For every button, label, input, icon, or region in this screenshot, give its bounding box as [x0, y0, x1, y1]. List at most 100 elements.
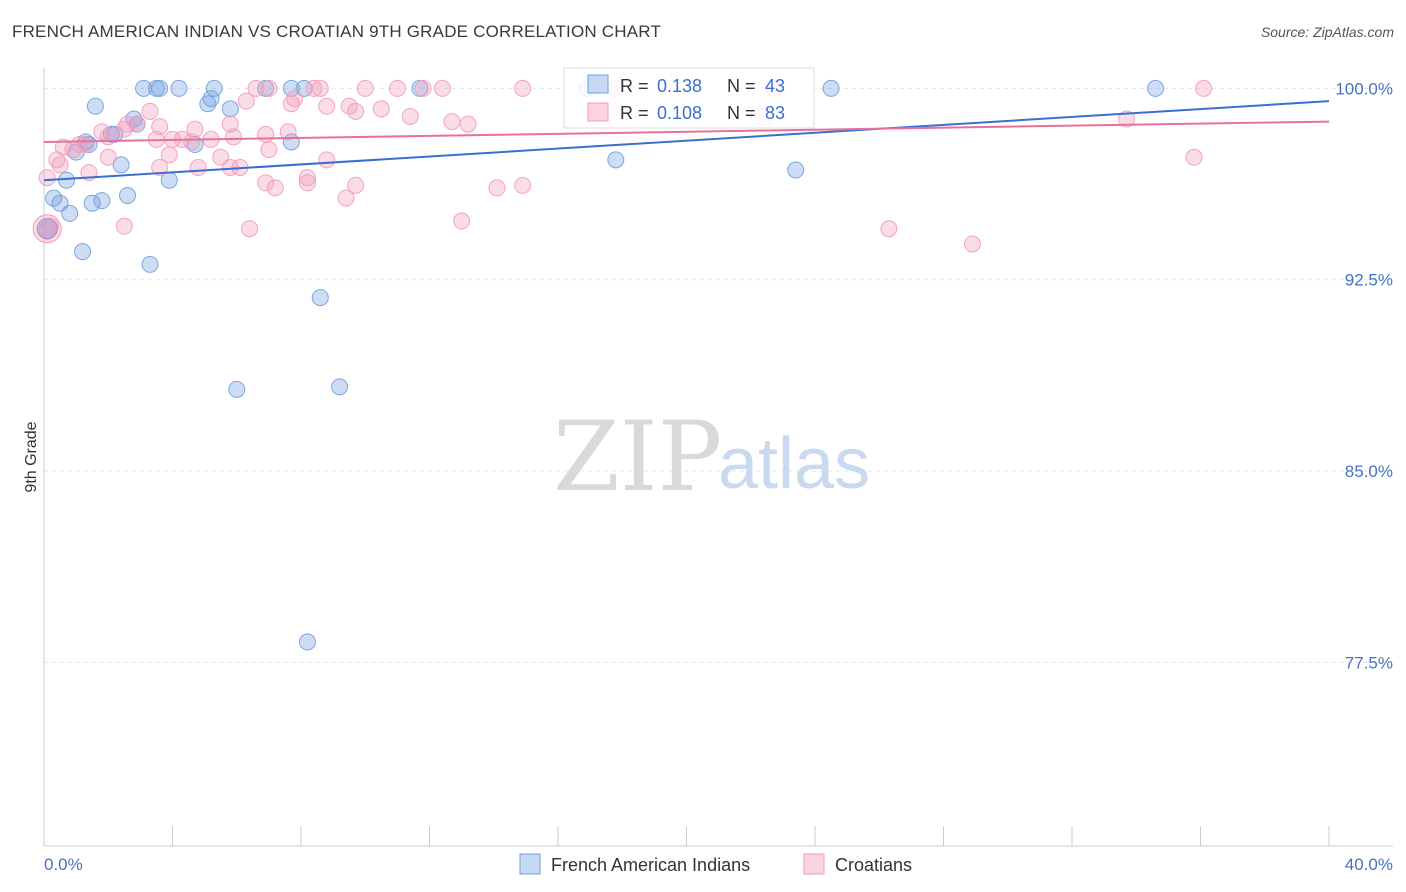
trend-lines — [43, 100, 1330, 182]
point-croatians — [433, 79, 451, 97]
point-croatians — [372, 100, 390, 118]
point-croatians — [77, 136, 95, 154]
point-croatians — [459, 115, 477, 133]
point-croatians — [388, 79, 406, 97]
point-croatians — [38, 169, 56, 187]
y-axis-label: 9th Grade — [23, 421, 40, 492]
point-croatians — [1195, 79, 1213, 97]
point-french-american-indians — [86, 97, 104, 115]
y-tick-label: 77.5% — [1345, 653, 1393, 672]
point-croatians — [51, 156, 69, 174]
legend-label-croatians: Croatians — [835, 855, 912, 875]
point-french-american-indians-cluster — [36, 218, 58, 240]
point-croatians — [514, 79, 532, 97]
point-croatians — [189, 158, 207, 176]
point-croatians — [266, 179, 284, 197]
point-croatians — [99, 128, 117, 146]
point-croatians — [347, 102, 365, 120]
legend-swatch-blue — [519, 853, 541, 875]
point-french-american-indians — [331, 378, 349, 396]
stat-n-value-pink: 83 — [765, 103, 785, 123]
x-ticks — [43, 826, 1330, 846]
watermark-atlas: atlas — [718, 424, 870, 504]
point-croatians — [311, 79, 329, 97]
point-croatians — [356, 79, 374, 97]
point-french-american-indians — [83, 194, 101, 212]
point-french-american-indians — [205, 79, 223, 97]
point-croatians — [128, 115, 146, 133]
point-croatians — [282, 95, 300, 113]
point-croatians — [257, 174, 275, 192]
point-croatians — [115, 120, 133, 138]
point-croatians — [298, 174, 316, 192]
point-french-american-indians — [93, 192, 111, 210]
point-french-american-indians — [1147, 79, 1165, 97]
point-croatians — [186, 120, 204, 138]
y-tick-labels: 100.0% 92.5% 85.0% 77.5% — [1335, 79, 1393, 672]
point-croatians — [221, 115, 239, 133]
stat-n-label-blue: N = — [727, 76, 756, 96]
watermark-zip: ZIP — [553, 401, 722, 513]
point-croatians — [279, 123, 297, 141]
point-french-american-indians — [202, 90, 220, 108]
chart-source: Source: ZipAtlas.com — [1260, 24, 1394, 40]
point-croatians — [237, 92, 255, 110]
point-croatians — [160, 146, 178, 164]
point-croatians — [241, 220, 259, 238]
stat-r-label-pink: R = — [620, 103, 649, 123]
axes — [43, 68, 1393, 847]
point-croatians — [1118, 110, 1136, 128]
stat-r-value-blue: 0.138 — [657, 76, 702, 96]
point-croatians — [443, 113, 461, 131]
chart-title: FRENCH AMERICAN INDIAN VS CROATIAN 9TH G… — [12, 22, 662, 41]
point-french-american-indians — [607, 151, 625, 169]
point-croatians — [151, 158, 169, 176]
point-french-american-indians — [151, 79, 169, 97]
point-french-american-indians — [822, 79, 840, 97]
x-tick-label-max: 40.0% — [1345, 855, 1393, 874]
trend-line-french-american-indians — [43, 100, 1330, 182]
point-french-american-indians — [221, 100, 239, 118]
point-croatians — [48, 151, 66, 169]
stat-n-label-pink: N = — [727, 103, 756, 123]
point-croatians — [318, 151, 336, 169]
point-croatians — [260, 79, 278, 97]
point-croatians — [401, 107, 419, 125]
point-french-american-indians — [61, 204, 79, 222]
point-croatians — [115, 217, 133, 235]
point-croatians — [414, 79, 432, 97]
point-french-american-indians — [74, 243, 92, 261]
y-tick-label: 92.5% — [1345, 271, 1393, 290]
point-croatians — [225, 128, 243, 146]
point-french-american-indians — [112, 156, 130, 174]
point-croatians — [488, 179, 506, 197]
point-croatians — [318, 97, 336, 115]
stats-legend: R = 0.138 N = 43 R = 0.108 N = 83 — [563, 67, 815, 129]
y-tick-label: 85.0% — [1345, 462, 1393, 481]
point-croatians — [38, 222, 56, 240]
point-croatians — [298, 169, 316, 187]
point-french-american-indians — [199, 95, 217, 113]
trend-line-croatians — [43, 120, 1330, 143]
data-points — [32, 79, 1213, 651]
point-french-american-indians — [119, 187, 137, 205]
point-croatians — [305, 79, 323, 97]
point-croatians — [183, 133, 201, 151]
point-french-american-indians — [57, 171, 75, 189]
point-croatians — [963, 235, 981, 253]
point-croatians — [141, 102, 159, 120]
point-croatians — [347, 176, 365, 194]
watermark: ZIP atlas — [553, 401, 870, 513]
gridlines — [44, 87, 1393, 663]
point-croatians — [337, 189, 355, 207]
point-croatians — [257, 125, 275, 143]
legend-swatch-pink — [803, 853, 825, 875]
point-french-american-indians — [298, 633, 316, 651]
stat-r-value-pink: 0.108 — [657, 103, 702, 123]
point-french-american-indians — [170, 79, 188, 97]
point-french-american-indians — [787, 161, 805, 179]
point-french-american-indians — [282, 79, 300, 97]
point-croatians — [247, 79, 265, 97]
point-croatians — [286, 90, 304, 108]
stat-r-label-blue: R = — [620, 76, 649, 96]
